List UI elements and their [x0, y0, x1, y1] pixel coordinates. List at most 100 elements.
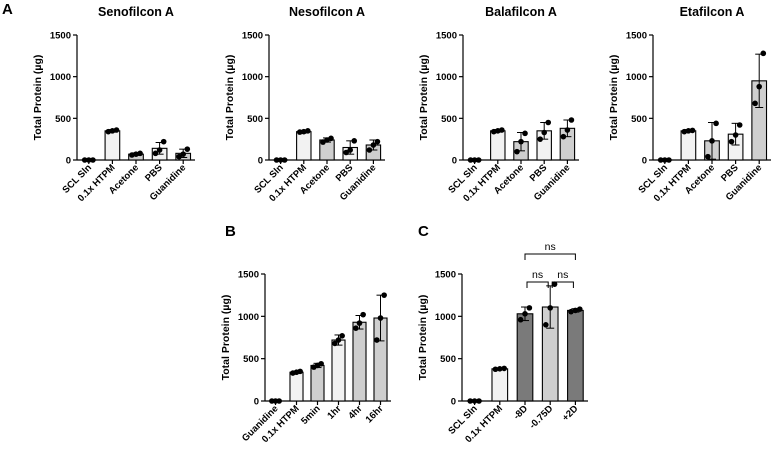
x-tick-label: 4hr	[346, 403, 364, 421]
y-tick-label: 1000	[436, 72, 457, 83]
y-axis-label: Total Protein (µg)	[224, 55, 236, 141]
bar-1	[289, 371, 304, 402]
y-tick-label: 0	[258, 156, 263, 167]
data-point	[160, 138, 167, 145]
data-point	[728, 138, 735, 145]
panel-label-a: A	[2, 1, 13, 18]
data-point	[518, 138, 524, 145]
y-tick-label: 500	[441, 114, 457, 125]
data-point	[732, 132, 739, 138]
chart-senofilcon: Senofilcon A Total Protein (µg) 0 500 1000 15…	[32, 5, 195, 204]
data-point	[366, 147, 373, 153]
y-tick-label: 1000	[238, 312, 259, 323]
chart-title: Senofilcon A	[98, 5, 174, 19]
data-point	[343, 149, 349, 156]
y-tick-label: 1500	[435, 270, 456, 281]
data-point	[370, 142, 377, 148]
significance-label: ns	[545, 241, 556, 253]
data-point	[332, 340, 338, 347]
chart-nesofilcon: Nesofilcon A Total Protein (µg) 0 500 1000 15…	[224, 5, 385, 204]
data-point	[377, 315, 384, 321]
bar-4	[567, 309, 584, 402]
y-tick-label: 1500	[50, 31, 71, 42]
charts-layer: Senofilcon A Total Protein (µg) 0 500 1000 15…	[32, 5, 771, 445]
data-point	[564, 127, 571, 133]
y-axis-label: Total Protein (µg)	[608, 55, 620, 141]
y-tick-label: 0	[642, 156, 647, 167]
data-point	[81, 157, 88, 163]
data-point	[560, 133, 567, 140]
y-axis-label: Total Protein (µg)	[32, 55, 44, 141]
y-axis-label: Total Protein (µg)	[417, 295, 429, 381]
data-point	[374, 138, 381, 145]
data-point	[685, 128, 692, 134]
y-tick-label: 0	[451, 397, 456, 408]
y-tick-label: 1000	[242, 72, 263, 83]
data-point	[568, 308, 574, 315]
data-point	[760, 50, 767, 57]
y-tick-label: 500	[55, 114, 71, 125]
chart-panel_b: Total Protein (µg)050010001500Guanidine0…	[220, 270, 391, 445]
data-point	[657, 157, 664, 163]
data-point	[736, 122, 743, 128]
y-tick-label: 500	[631, 114, 647, 125]
data-point	[176, 153, 182, 160]
data-point	[517, 316, 524, 323]
y-axis-label: Total Protein (µg)	[220, 295, 232, 381]
bar-1	[491, 368, 509, 402]
data-point	[273, 157, 280, 163]
data-point	[296, 129, 303, 135]
data-point	[666, 157, 672, 163]
data-point	[537, 136, 543, 142]
data-point	[356, 320, 363, 326]
chart-title: Nesofilcon A	[289, 5, 365, 19]
data-point	[541, 129, 547, 136]
y-tick-label: 1000	[626, 72, 647, 83]
data-point	[137, 150, 143, 157]
bar-2	[310, 364, 325, 402]
data-point	[360, 311, 366, 318]
bar-1	[104, 130, 121, 161]
y-tick-label: 1500	[436, 31, 457, 42]
y-axis-label: Total Protein (µg)	[418, 55, 430, 141]
data-point	[281, 157, 288, 163]
data-point	[184, 146, 191, 152]
y-tick-label: 0	[254, 397, 259, 408]
chart-title: Balafilcon A	[485, 5, 557, 19]
significance-label: ns	[557, 269, 568, 281]
data-point	[318, 360, 324, 367]
y-tick-label: 1000	[435, 312, 456, 323]
chart-title: Etafilcon A	[680, 5, 745, 19]
y-tick-label: 0	[452, 156, 457, 167]
bar-1	[490, 130, 506, 161]
data-point	[90, 157, 96, 163]
y-tick-label: 1000	[50, 72, 71, 83]
data-point	[156, 147, 163, 153]
data-point	[547, 305, 553, 311]
data-point	[705, 153, 711, 160]
data-point	[492, 366, 499, 373]
data-point	[522, 130, 528, 137]
data-point	[476, 398, 482, 404]
data-point	[545, 119, 552, 126]
y-tick-label: 1500	[242, 31, 263, 42]
data-point	[522, 310, 528, 317]
data-point	[543, 322, 549, 328]
x-tick-label: 16hr	[364, 403, 386, 425]
significance-bracket	[524, 253, 576, 260]
data-point	[576, 306, 583, 312]
data-point	[347, 147, 354, 153]
data-point	[501, 365, 507, 372]
data-point	[467, 398, 474, 404]
data-point	[113, 127, 120, 133]
y-tick-label: 500	[440, 354, 456, 365]
data-point	[335, 337, 342, 343]
data-point	[353, 325, 359, 331]
data-point	[475, 157, 482, 163]
significance-label: ns	[532, 269, 543, 281]
data-point	[374, 337, 380, 343]
data-point	[339, 333, 345, 339]
data-point	[381, 292, 387, 298]
